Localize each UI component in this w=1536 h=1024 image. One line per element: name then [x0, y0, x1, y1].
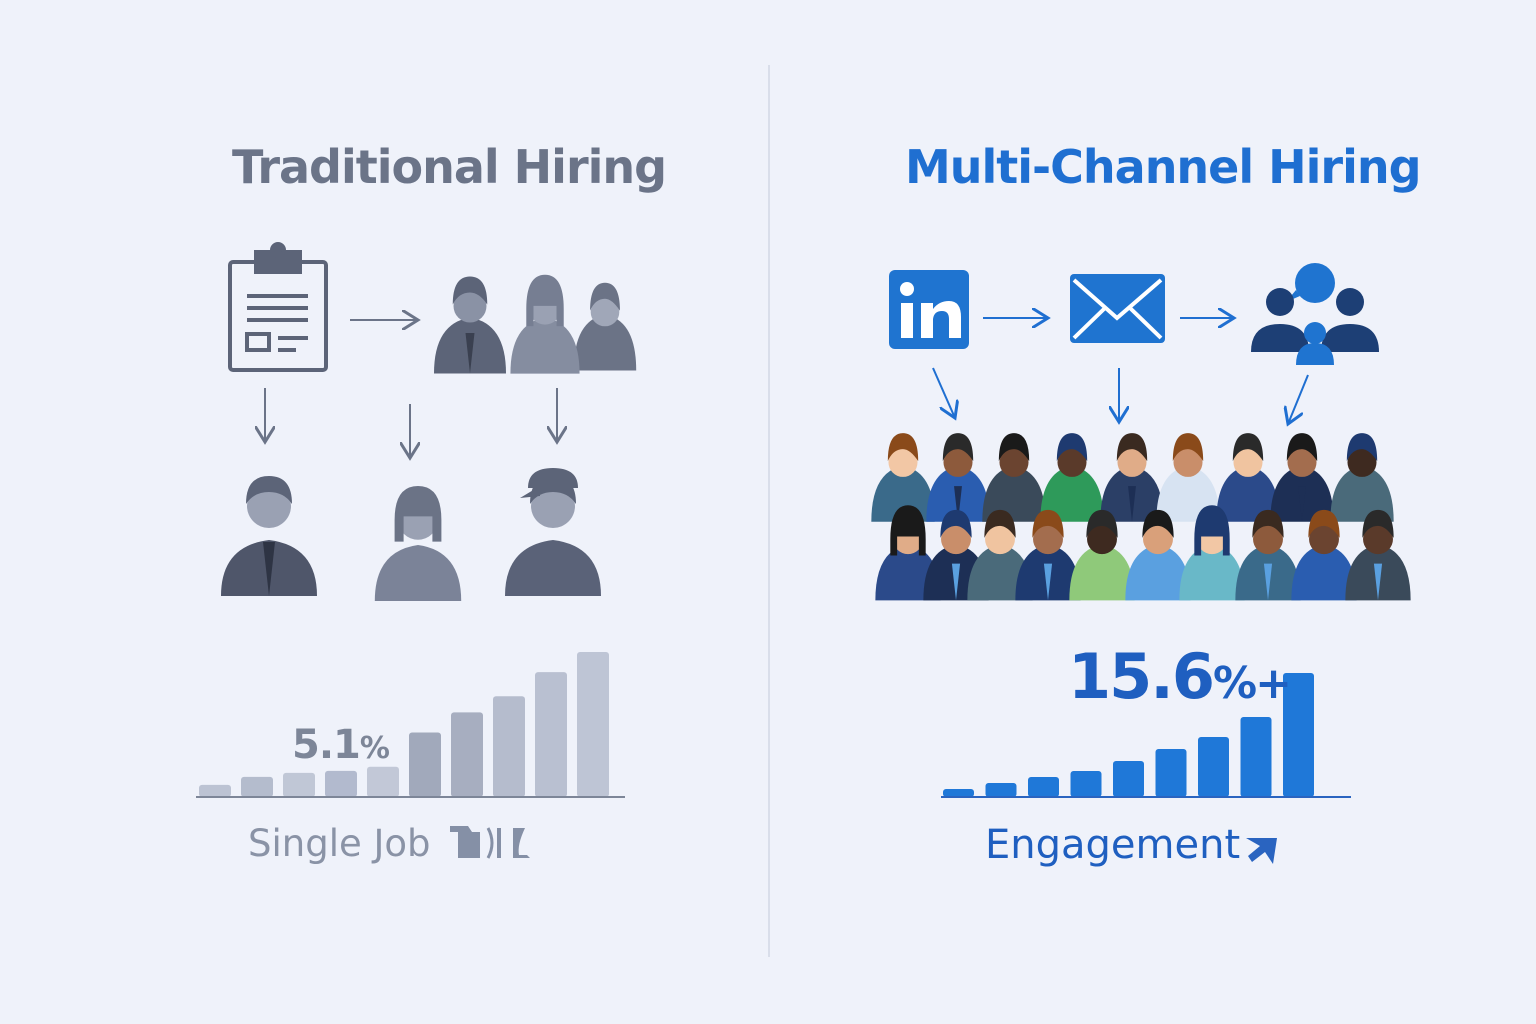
bar — [577, 652, 609, 797]
arrow-up-right-icon — [1246, 838, 1277, 864]
person-icon — [374, 486, 462, 601]
person-icon — [926, 433, 990, 522]
bar — [199, 784, 231, 797]
value: 5.1 — [292, 722, 361, 768]
bar — [1240, 717, 1272, 797]
cap-icon — [520, 468, 578, 498]
bar — [985, 783, 1017, 797]
bar — [1070, 771, 1102, 797]
linkedin-icon — [889, 270, 969, 349]
engagement-label: Engagement — [985, 822, 1241, 868]
bar — [283, 772, 315, 797]
unit: % — [359, 731, 390, 766]
envelope-icon — [1070, 274, 1165, 343]
person-icon — [871, 433, 935, 522]
person-icon — [1015, 509, 1081, 601]
value: 15.6 — [1068, 640, 1215, 713]
person-icon — [1125, 509, 1191, 601]
person-icon — [573, 282, 637, 371]
bar — [409, 732, 441, 797]
bar — [1028, 777, 1059, 797]
bar — [1283, 673, 1314, 797]
team-icon — [1251, 263, 1379, 365]
multi-channel-hiring-title: Multi-Channel Hiring — [905, 140, 1422, 194]
clipboard-icon — [228, 242, 328, 372]
bar — [367, 766, 399, 797]
broken-logo-glyph — [450, 826, 530, 859]
person-icon — [1100, 433, 1164, 522]
bar — [943, 789, 974, 797]
person-icon — [923, 509, 989, 601]
bar — [241, 776, 273, 797]
left-highlight-value: 5.1% — [292, 722, 390, 768]
person-icon — [1291, 509, 1357, 601]
person-icon — [505, 476, 601, 596]
divider — [768, 65, 770, 957]
arrow-down-icon — [932, 367, 955, 418]
person-icon — [1179, 505, 1245, 601]
traditional-hiring-title: Traditional Hiring — [232, 140, 667, 194]
person-icon — [434, 276, 506, 374]
bar — [325, 770, 357, 797]
bar — [493, 696, 525, 797]
person-icon — [1040, 433, 1104, 522]
person-icon — [1345, 509, 1411, 601]
arrow-down-icon — [1288, 374, 1309, 424]
person-icon — [982, 433, 1046, 522]
person-icon — [221, 476, 317, 596]
right-highlight-value: 15.6%+ — [1068, 640, 1292, 713]
person-icon — [510, 274, 580, 374]
single-job-label: Single Job — [248, 822, 431, 865]
bar — [535, 672, 567, 797]
unit: %+ — [1212, 658, 1292, 709]
person-icon — [1216, 433, 1280, 522]
person-icon — [1330, 433, 1394, 522]
bar — [1113, 761, 1144, 797]
bar — [451, 712, 483, 797]
person-icon — [1235, 509, 1301, 601]
person-icon — [1069, 509, 1135, 601]
person-icon — [1270, 433, 1334, 522]
bar — [1198, 737, 1229, 797]
bar — [1155, 749, 1187, 797]
